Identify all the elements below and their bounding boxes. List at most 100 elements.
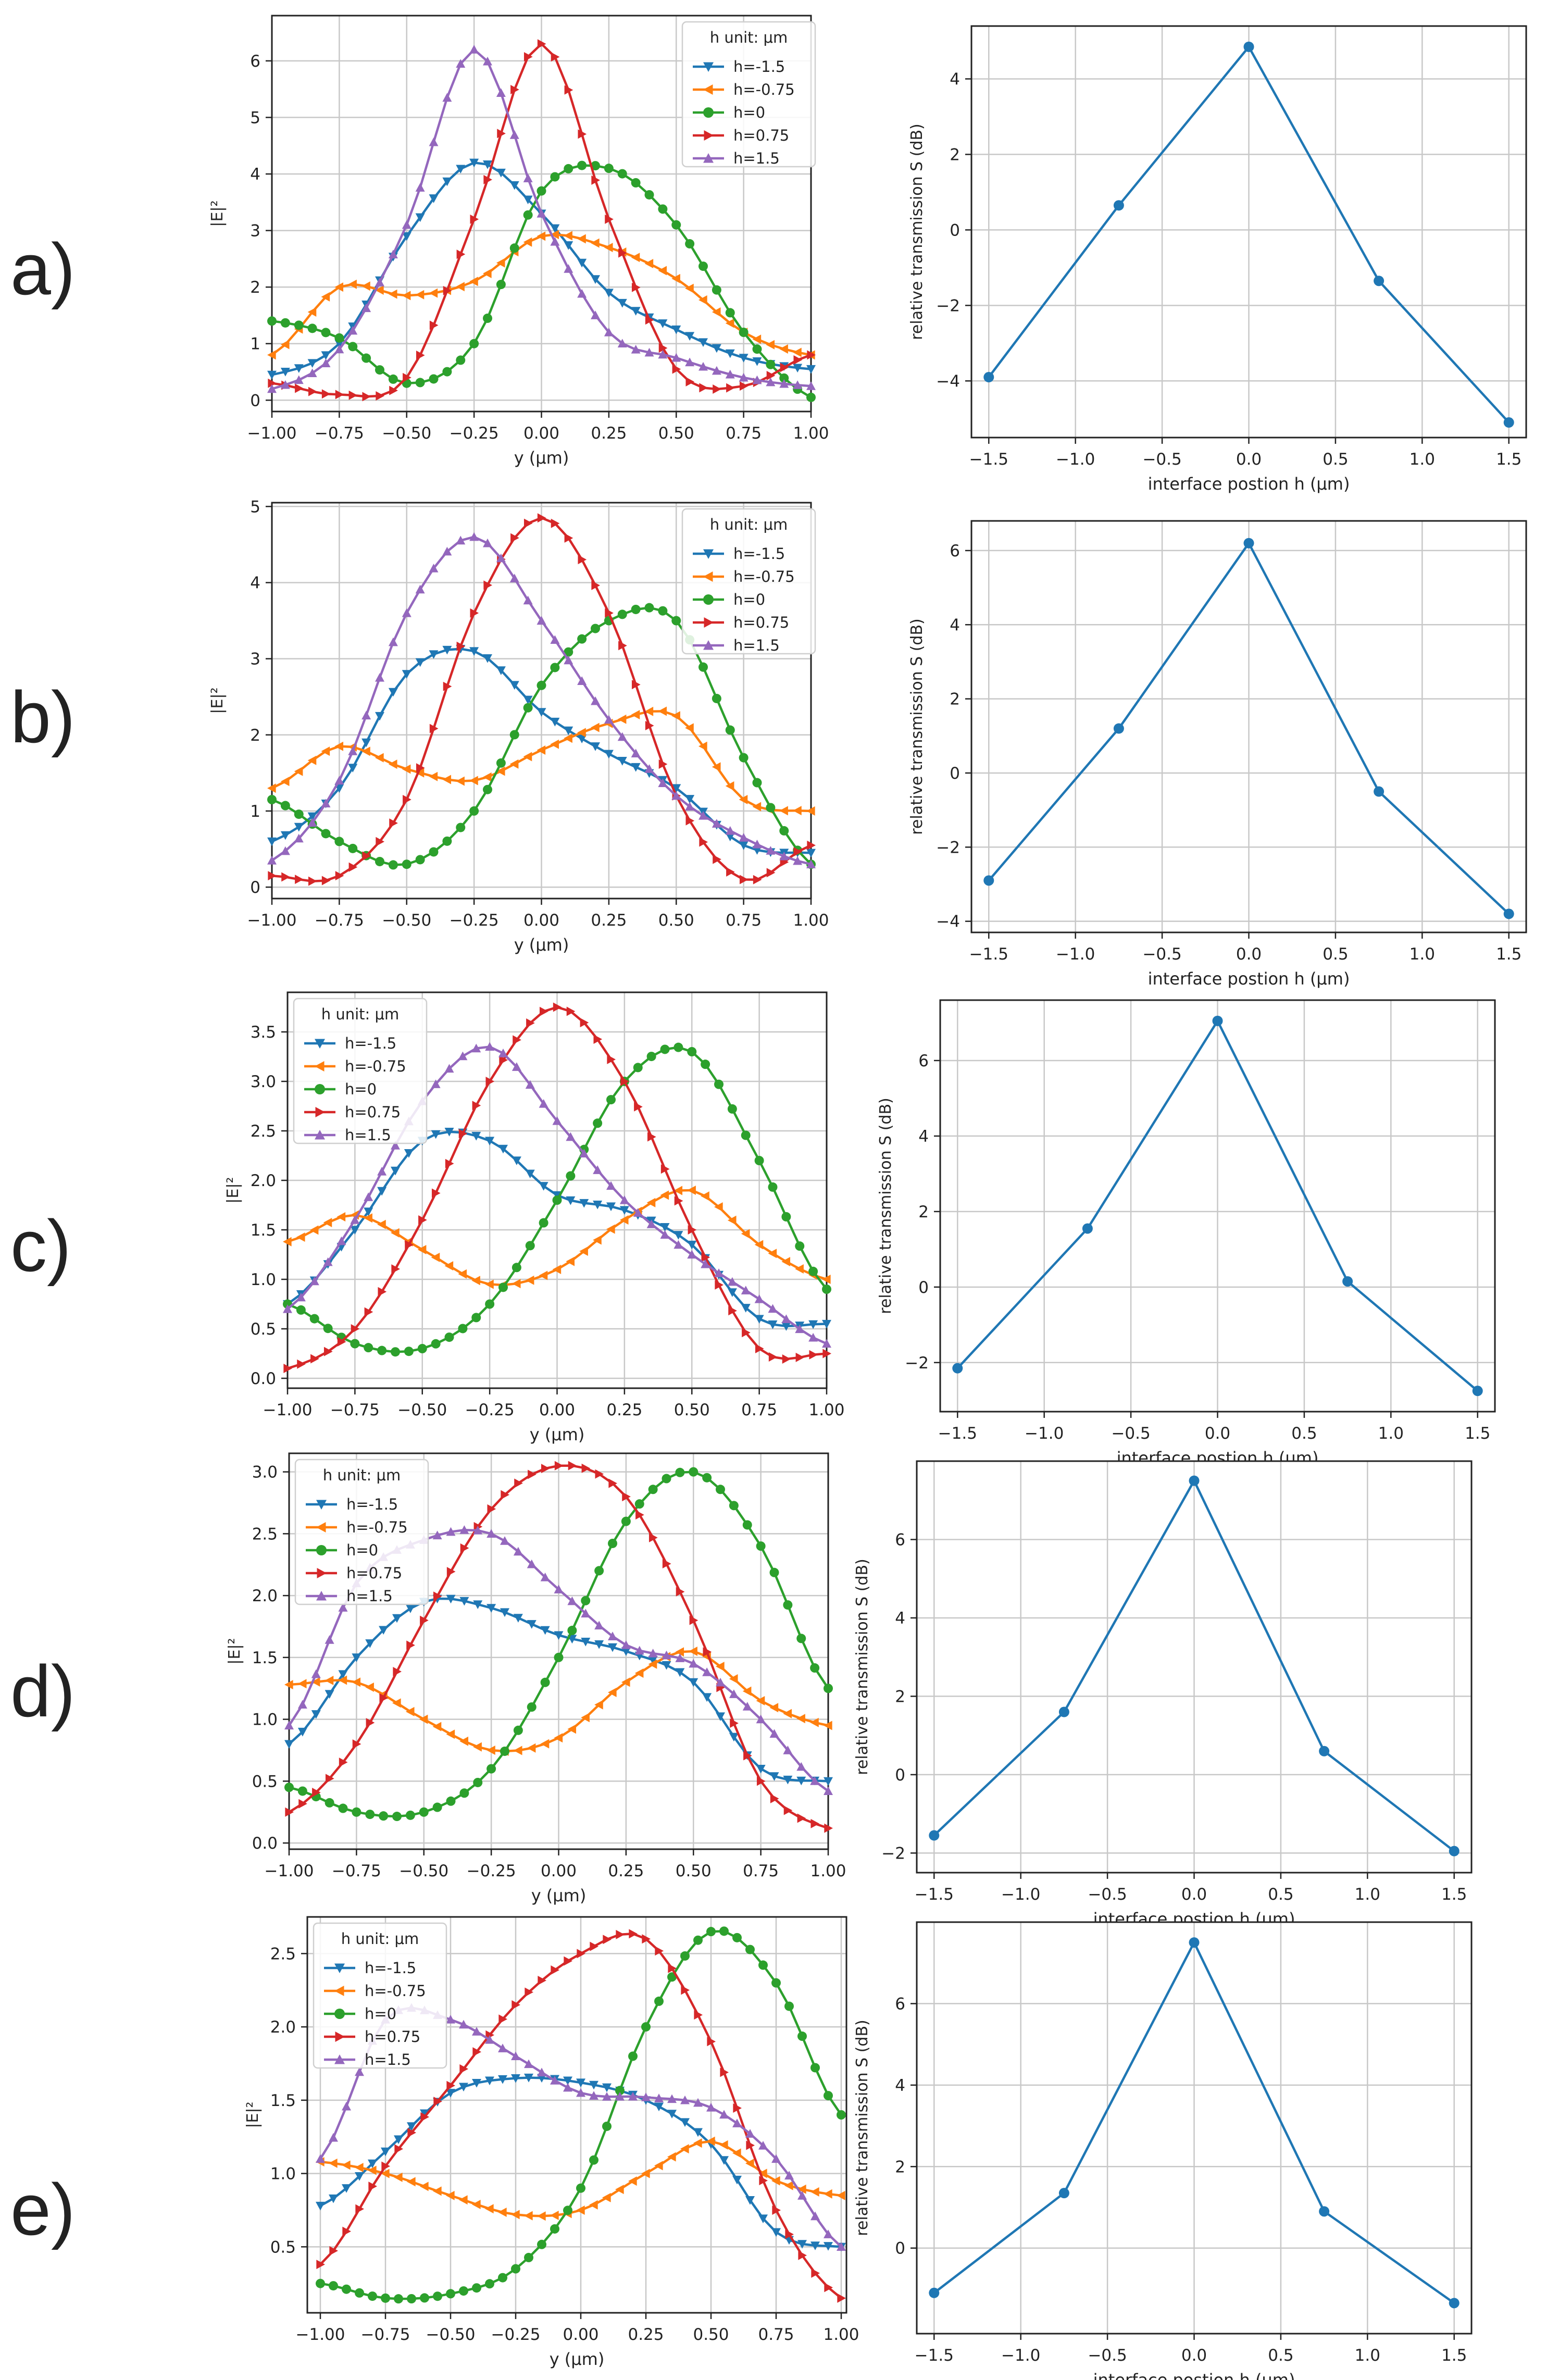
field-chart-c-series-marker bbox=[742, 1328, 751, 1338]
field-chart-c-series-marker bbox=[715, 1280, 724, 1290]
field-chart-a-series-marker bbox=[564, 264, 573, 273]
field-chart-e-xtick-label: −0.75 bbox=[361, 2325, 410, 2344]
transmission-chart-a-ytick-label: −4 bbox=[936, 372, 960, 391]
field-chart-a-series-marker bbox=[617, 298, 627, 308]
field-chart-a-series-marker bbox=[725, 308, 735, 318]
transmission-chart-b-xtick-label: −1.0 bbox=[1056, 945, 1095, 964]
field-chart-b-xtick-label: 0.75 bbox=[726, 911, 762, 930]
field-chart-d-legend-marker bbox=[316, 1545, 327, 1555]
field-chart-a-series-marker bbox=[712, 344, 721, 353]
field-chart-a-series-marker bbox=[496, 280, 506, 290]
field-chart-e-xtick-label: 1.00 bbox=[823, 2325, 859, 2344]
field-chart-a-xtick-label: 0.50 bbox=[658, 424, 694, 443]
field-chart-b-series-marker bbox=[470, 608, 479, 618]
field-chart-d-series-marker bbox=[473, 1742, 482, 1752]
field-chart-c-series-marker bbox=[646, 1219, 656, 1228]
field-chart-b-series-marker bbox=[321, 746, 330, 756]
field-chart-e-series-marker bbox=[459, 2195, 468, 2205]
field-chart-e-series-marker bbox=[420, 2109, 429, 2119]
field-chart-c-series-marker bbox=[323, 1257, 333, 1266]
field-chart-a-legend-label: h=1.5 bbox=[733, 149, 780, 167]
field-chart-e-series-marker bbox=[316, 2278, 325, 2288]
field-chart-d-series-marker bbox=[769, 1567, 779, 1577]
field-chart-d-series-marker bbox=[365, 1639, 375, 1648]
field-chart-d-series-h=0.75 bbox=[285, 1461, 833, 1833]
field-chart-c-xtick-label: 0.50 bbox=[674, 1401, 710, 1419]
field-chart-e-series-marker bbox=[381, 2169, 390, 2178]
transmission-chart-e-ytick-label: 4 bbox=[895, 2076, 905, 2095]
field-chart-e-series-marker bbox=[745, 2159, 754, 2169]
field-chart-a-series-marker bbox=[658, 266, 667, 276]
field-chart-b-series-marker bbox=[335, 871, 344, 881]
field-chart-b-series-marker bbox=[793, 856, 803, 865]
field-chart-d-series-marker bbox=[689, 1659, 699, 1668]
field-chart-c-series-marker bbox=[633, 1063, 643, 1073]
transmission-chart-b-series-point bbox=[1374, 786, 1385, 797]
field-chart-d-legend-label: h=1.5 bbox=[346, 1587, 393, 1605]
field-chart-d-series-marker bbox=[487, 1764, 496, 1774]
field-chart-c-series-marker bbox=[606, 1202, 616, 1212]
field-chart-b-series-marker bbox=[469, 647, 479, 656]
field-chart-b-series-marker bbox=[713, 854, 721, 864]
field-chart-d-series-marker bbox=[729, 1674, 738, 1684]
field-chart-b-series-marker bbox=[807, 840, 816, 850]
field-chart-c-series-marker bbox=[458, 1269, 467, 1279]
field-chart-d-series-h=-1.5 bbox=[284, 1594, 833, 1786]
field-chart-a-series-marker bbox=[537, 39, 546, 49]
transmission-chart-d-frame bbox=[916, 1460, 1473, 1874]
field-chart-b-series-marker bbox=[429, 650, 439, 659]
field-chart-b-series-marker bbox=[564, 655, 573, 665]
field-chart-a-series-marker bbox=[334, 344, 344, 354]
field-chart-a-legend-box bbox=[681, 21, 816, 168]
field-chart-b-ytick-label: 5 bbox=[250, 497, 260, 516]
field-chart-c-series-marker bbox=[296, 1232, 305, 1242]
field-chart-a-series-marker bbox=[537, 186, 546, 196]
field-chart-e-series-marker bbox=[629, 1929, 638, 1939]
field-chart-c-series-marker bbox=[741, 1304, 751, 1313]
field-chart-b-series-marker bbox=[402, 859, 411, 869]
field-chart-b-series-marker bbox=[280, 801, 290, 811]
field-chart-e-series-marker bbox=[329, 2133, 338, 2142]
field-chart-e-series-marker bbox=[433, 2186, 442, 2196]
field-chart-c-xtick-label: −0.75 bbox=[330, 1401, 380, 1419]
field-chart-e-series-marker bbox=[732, 2148, 741, 2158]
transmission-chart-e-ytick-label: 2 bbox=[895, 2158, 905, 2176]
field-chart-d-series-marker bbox=[352, 1653, 361, 1662]
transmission-chart-b-ytick-label: 0 bbox=[950, 764, 960, 783]
transmission-chart-e-xlabel: interface postion h (μm) bbox=[1093, 2370, 1295, 2380]
field-chart-c-series-marker bbox=[526, 1018, 535, 1028]
field-chart-c-series-marker bbox=[498, 1144, 508, 1154]
field-chart-d-ytick-label: 0.5 bbox=[252, 1772, 278, 1791]
field-chart-e-series-marker bbox=[732, 2175, 742, 2185]
field-chart-a-series-marker bbox=[469, 158, 479, 168]
field-chart-b-series-marker bbox=[294, 833, 304, 843]
field-chart-b-series-marker bbox=[456, 535, 466, 545]
field-chart-c-series-marker bbox=[795, 1352, 805, 1362]
field-chart-e-series-marker bbox=[511, 2074, 520, 2083]
field-chart-b-series-marker bbox=[699, 837, 708, 847]
field-chart-a-series-marker bbox=[699, 261, 708, 271]
transmission-chart-d-ytick-label: 6 bbox=[895, 1530, 905, 1549]
field-chart-c-series-marker bbox=[309, 1314, 319, 1324]
field-chart-a-xlabel: y (μm) bbox=[514, 448, 569, 468]
field-chart-c-series-marker bbox=[646, 1198, 656, 1207]
field-chart-d-series-marker bbox=[743, 1751, 752, 1761]
field-chart-e-series-marker bbox=[745, 2129, 755, 2138]
field-chart-c: −1.00 −0.75 −0.50 −0.25 0.00 0.25 0.50 0.75 1.00… bbox=[224, 991, 845, 1444]
field-chart-a-series-marker bbox=[591, 175, 600, 185]
field-chart-c-series-marker bbox=[337, 1337, 346, 1347]
field-chart-a-series-marker bbox=[739, 372, 749, 382]
field-chart-c-ytick-label: 1.5 bbox=[251, 1221, 276, 1240]
field-chart-b-series-marker bbox=[294, 766, 303, 776]
field-chart-e-series-marker bbox=[615, 2185, 624, 2195]
field-chart-d-series-marker bbox=[297, 1700, 307, 1709]
field-chart-e-legend-box bbox=[313, 1922, 447, 2069]
field-chart-d-series-marker bbox=[608, 1643, 617, 1652]
field-chart-c-series-marker bbox=[471, 1313, 481, 1323]
field-chart-d-series-marker bbox=[338, 1675, 347, 1685]
field-chart-a-series-marker bbox=[671, 220, 681, 230]
field-chart-c-series-marker bbox=[444, 1128, 454, 1137]
field-chart-e-series-marker bbox=[758, 1960, 768, 1970]
field-chart-a-series-marker bbox=[752, 334, 762, 344]
field-chart-a-xtick-label: −1.00 bbox=[247, 424, 297, 443]
